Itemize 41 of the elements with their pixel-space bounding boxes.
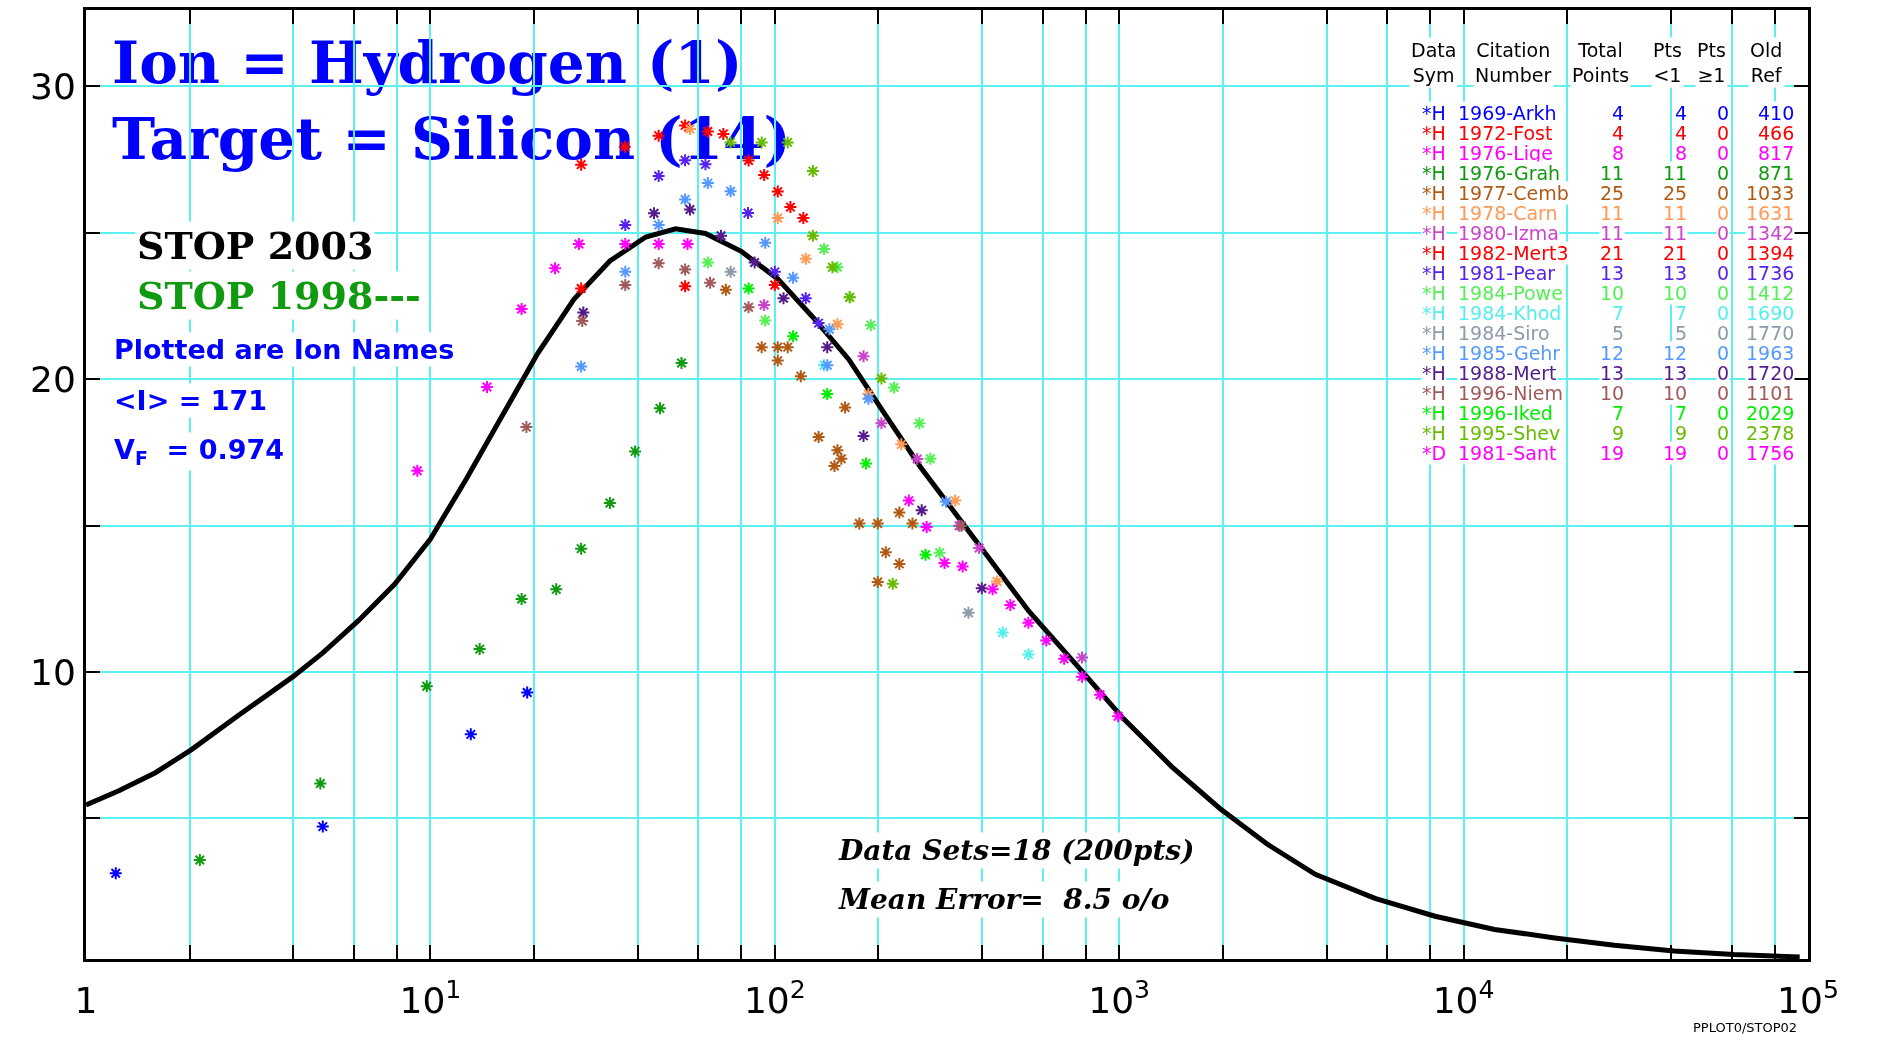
text: *H 1982-Mert3 21 21 0 1394 [1422,242,1795,264]
annotation: V$_{F}$ = 0.974 [114,434,285,469]
text: *H 1981-Pear 13 13 0 1736 [1422,262,1795,284]
annotation: Data Sym [1411,39,1457,86]
x-tick-label: 10$^{3}$ [1088,975,1151,1022]
text: *H 1984-Siro 5 5 0 1770 [1422,322,1795,344]
text: *H 1996-Iked 7 7 0 2029 [1422,402,1795,424]
text: *H 1976-Lige 8 8 0 817 [1422,142,1795,164]
text: *H 1972-Fost 4 4 0 466 [1422,122,1795,144]
text: PPLOT0/STOP02 [1693,1020,1798,1035]
annotation: STOP 2003 [137,223,374,268]
text: *H 1985-Gehr 12 12 0 1963 [1422,342,1795,364]
annotation: Data Sets=18 (200pts) [838,834,1195,867]
text: *H 1996-Niem 10 10 0 1101 [1422,382,1795,404]
text: *H 1976-Grah 11 11 0 871 [1422,162,1795,184]
y-tick-label: 20 [29,358,76,400]
x-tick-label: 10$^{4}$ [1432,975,1495,1022]
annotation: <I> = 171 [114,385,268,416]
y-tick-label: 10 [29,651,76,693]
text: *H 1995-Shev 9 9 0 2378 [1422,422,1795,444]
x-tick-label: 10$^{1}$ [399,975,462,1022]
annotation: Citation Number [1475,39,1552,86]
annotation: Plotted are Ion Names [114,334,455,365]
annotation: Mean Error= 8.5 o/o [838,883,1170,916]
text: *H 1977-Cemb 25 25 0 1033 [1422,182,1795,204]
text: *H 1984-Powe 10 10 0 1412 [1422,282,1795,304]
y-tick-label: 30 [29,65,76,107]
x-tick-label: 1 [74,980,98,1022]
annotation: Pts ≥1 [1697,39,1726,86]
text: *D 1981-Sant 19 19 0 1756 [1422,442,1795,464]
text: *H 1984-Khod 7 7 0 1690 [1422,302,1795,324]
text: *H 1978-Carn 11 11 0 1631 [1422,202,1795,224]
x-tick-label: 10$^{5}$ [1777,975,1839,1022]
text: *H 1969-Arkh 4 4 0 410 [1422,102,1795,124]
x-tick-label: 10$^{2}$ [743,975,806,1022]
annotation: STOP 1998--- [137,273,421,318]
text: *H 1980-Izma 11 11 0 1342 [1422,222,1795,244]
text: *H 1988-Mert 13 13 0 1720 [1422,362,1795,384]
annotation: Old Ref [1750,39,1783,86]
annotation: Pts <1 [1653,39,1682,86]
annotation: Total Points [1572,39,1630,86]
